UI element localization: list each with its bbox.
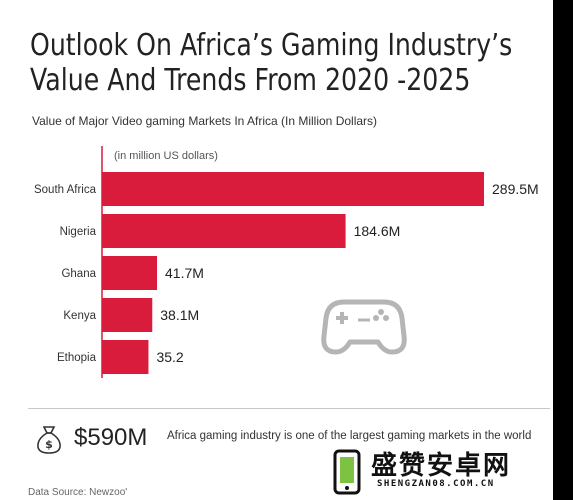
category-label: Nigeria: [60, 226, 97, 238]
data-source: Data Source: Newzoo': [28, 487, 128, 498]
bar: [102, 172, 484, 206]
category-label: Ethopia: [57, 352, 97, 364]
value-label: 38.1M: [160, 307, 199, 323]
category-label: Ghana: [61, 268, 96, 280]
title-line-1: Outlook On Africa’s Gaming Industry’s: [30, 28, 513, 63]
watermark-subtext: SHENGZAN08.COM.CN: [377, 479, 495, 489]
title-line-2: Value And Trends From 2020 -2025: [30, 63, 471, 98]
category-label: South Africa: [34, 184, 97, 196]
value-label: 184.6M: [354, 223, 401, 239]
bar: [102, 340, 149, 374]
gamepad-icon: [321, 299, 407, 355]
value-label: 41.7M: [165, 265, 204, 281]
right-edge-bar: [553, 0, 573, 500]
chart-subtitle: Value of Major Video gaming Markets In A…: [32, 114, 378, 128]
divider: [28, 408, 550, 409]
bar: [102, 298, 153, 332]
bar: [102, 256, 158, 290]
value-label: 289.5M: [492, 181, 539, 197]
category-label: Kenya: [63, 310, 96, 322]
bar: [102, 214, 346, 248]
watermark: 盛赞安卓网 SHENGZAN08.COM.CN: [333, 445, 548, 497]
footer-text: Africa gaming industry is one of the lar…: [167, 430, 532, 442]
phone-icon: [333, 449, 361, 495]
unit-note: (in million US dollars): [114, 150, 218, 162]
value-label: 35.2: [156, 349, 183, 365]
svg-text:$: $: [45, 438, 53, 451]
money-bag-icon: $: [37, 426, 61, 454]
total-value: $590M: [74, 424, 148, 451]
page-title: Outlook On Africa’s Gaming Industry’s Va…: [30, 28, 513, 98]
watermark-text: 盛赞安卓网: [371, 451, 512, 481]
bar-chart: South Africa 289.5M Nigeria 184.6M Ghana 41.7…: [34, 146, 539, 378]
